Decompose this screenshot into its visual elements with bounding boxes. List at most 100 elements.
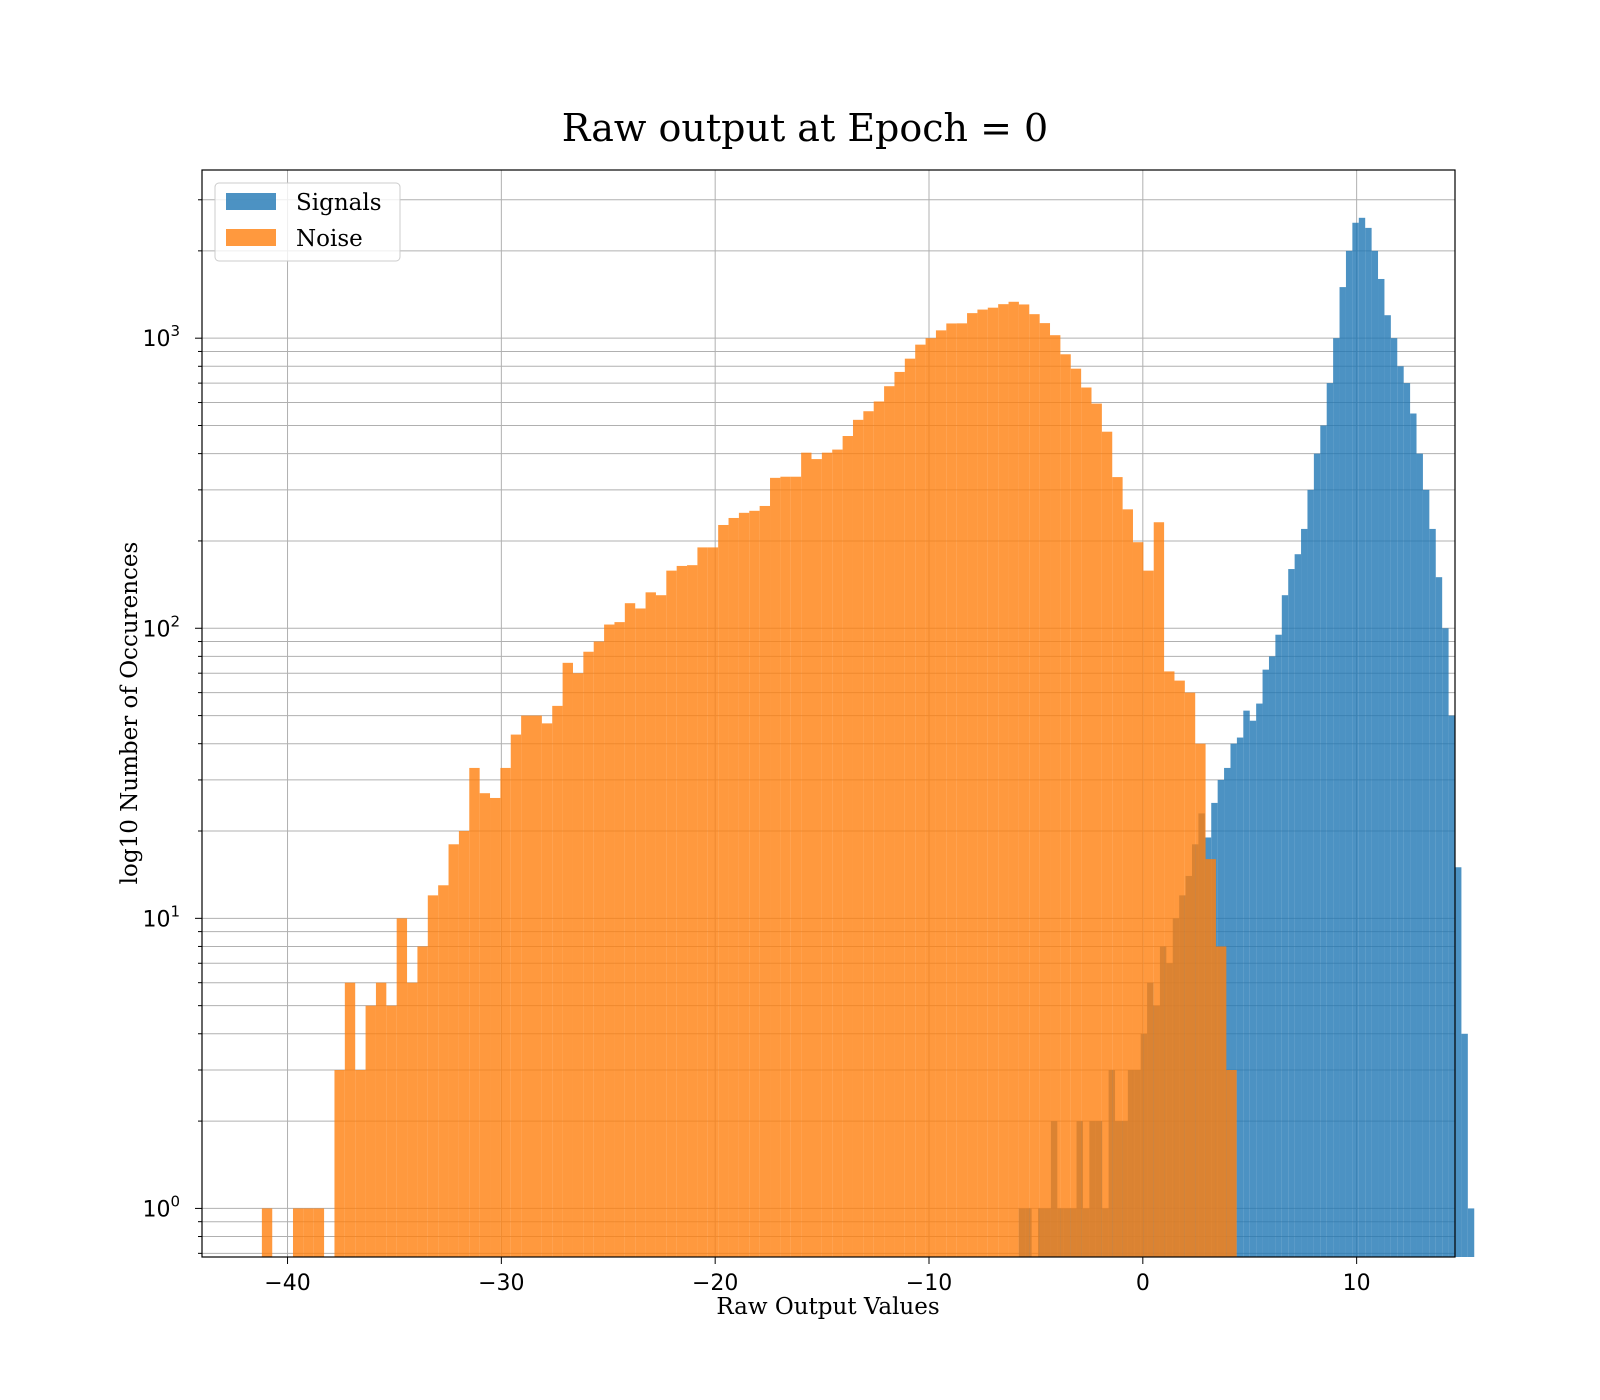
bar-noise — [1164, 671, 1175, 1257]
bar-signals — [1243, 710, 1250, 1257]
bar-signals — [1320, 425, 1327, 1258]
bar-noise — [438, 885, 449, 1257]
bar-signals — [1268, 656, 1276, 1257]
bar-noise — [676, 565, 688, 1257]
bar-noise — [593, 641, 605, 1257]
bar-noise — [1226, 1070, 1237, 1257]
bar-signals — [1333, 338, 1340, 1258]
bar-noise — [811, 459, 822, 1258]
y-tick-label: 102 — [142, 612, 180, 642]
legend-label-noise: Noise — [296, 226, 363, 252]
bar-noise — [1184, 692, 1196, 1257]
bar-noise — [490, 797, 501, 1257]
bar-noise — [292, 1208, 304, 1257]
legend-label-signals: Signals — [296, 190, 382, 216]
y-tick-label: 100 — [142, 1192, 180, 1222]
bar-noise — [873, 401, 885, 1258]
bar-signals — [1352, 222, 1359, 1257]
bar-noise — [790, 476, 802, 1257]
bar-signals — [1249, 720, 1257, 1257]
bar-signals — [1326, 383, 1334, 1257]
histogram-bars — [261, 217, 1475, 1258]
bar-signals — [1442, 628, 1449, 1257]
bar-noise — [448, 844, 459, 1257]
bar-noise — [956, 323, 968, 1257]
bar-noise — [728, 517, 739, 1257]
bar-noise — [583, 651, 594, 1257]
bar-noise — [479, 793, 491, 1257]
bar-signals — [1410, 413, 1417, 1258]
bar-signals — [1345, 250, 1353, 1258]
bar-noise — [967, 313, 978, 1258]
bar-noise — [1132, 542, 1144, 1257]
bar-signals — [1448, 715, 1455, 1257]
bar-noise — [655, 595, 667, 1257]
bar-signals — [1224, 767, 1231, 1257]
bar-noise — [645, 592, 656, 1257]
bar-noise — [1070, 368, 1082, 1257]
bar-noise — [1018, 304, 1030, 1257]
legend-swatch-signals — [226, 193, 276, 210]
bar-noise — [946, 323, 957, 1257]
bar-noise — [821, 452, 833, 1257]
bar-noise — [894, 371, 905, 1258]
bar-noise — [458, 831, 470, 1257]
bar-noise — [417, 946, 428, 1257]
bar-noise — [355, 1070, 366, 1257]
bar-signals — [1307, 489, 1314, 1257]
bar-noise — [1122, 509, 1133, 1257]
bar-noise — [614, 622, 625, 1257]
bar-signals — [1281, 595, 1289, 1257]
bar-noise — [738, 512, 750, 1257]
bar-noise — [562, 662, 573, 1257]
bar-noise — [1008, 301, 1019, 1258]
bar-noise — [935, 330, 947, 1257]
bar-noise — [531, 715, 542, 1257]
bar-signals — [1358, 217, 1366, 1257]
bar-signals — [1403, 383, 1411, 1257]
bar-noise — [1039, 323, 1051, 1257]
y-axis-tick-labels: 100 101 102 103 — [142, 322, 180, 1222]
y-axis-label: log10 Number of Occurences — [117, 542, 143, 885]
bar-noise — [604, 624, 615, 1257]
bar-noise — [407, 982, 418, 1257]
x-axis-label: Raw Output Values — [716, 1294, 939, 1320]
bar-noise — [780, 476, 791, 1257]
bar-signals — [1455, 867, 1462, 1257]
bar-noise — [998, 304, 1009, 1257]
bar-noise — [707, 547, 719, 1257]
bar-noise — [852, 419, 864, 1257]
bar-signals — [1416, 453, 1423, 1257]
x-tick-label: 10 — [1343, 1271, 1371, 1296]
bar-signals — [1384, 315, 1391, 1257]
bar-noise — [687, 565, 698, 1257]
bar-noise — [303, 1208, 314, 1257]
legend-swatch-noise — [226, 229, 276, 246]
bar-noise — [521, 715, 532, 1257]
bar-noise — [427, 895, 439, 1257]
bar-noise — [334, 1070, 345, 1257]
bar-noise — [666, 570, 677, 1257]
bar-signals — [1397, 366, 1404, 1257]
bar-signals — [1365, 227, 1372, 1257]
bar-noise — [365, 1005, 376, 1257]
x-tick-label: −40 — [264, 1271, 310, 1296]
bar-signals — [1467, 1208, 1475, 1257]
bar-noise — [510, 734, 522, 1257]
bar-noise — [1029, 314, 1040, 1258]
bar-noise — [1060, 354, 1071, 1257]
x-axis-tick-labels: −40 −30 −20 −10 0 10 — [264, 1271, 1370, 1296]
bar-noise — [832, 449, 843, 1257]
bar-noise — [1174, 680, 1185, 1257]
bar-noise — [344, 982, 356, 1257]
chart-title: Raw output at Epoch = 0 — [562, 106, 1048, 150]
bar-noise — [396, 918, 408, 1257]
bar-noise — [770, 477, 781, 1257]
bar-noise — [987, 307, 999, 1257]
bar-signals — [1461, 1033, 1468, 1257]
bar-signals — [1429, 528, 1436, 1257]
bar-noise — [1081, 387, 1092, 1257]
bar-noise — [842, 436, 853, 1257]
bar-signals — [1294, 554, 1302, 1257]
x-tick-label: 0 — [1136, 1271, 1150, 1296]
